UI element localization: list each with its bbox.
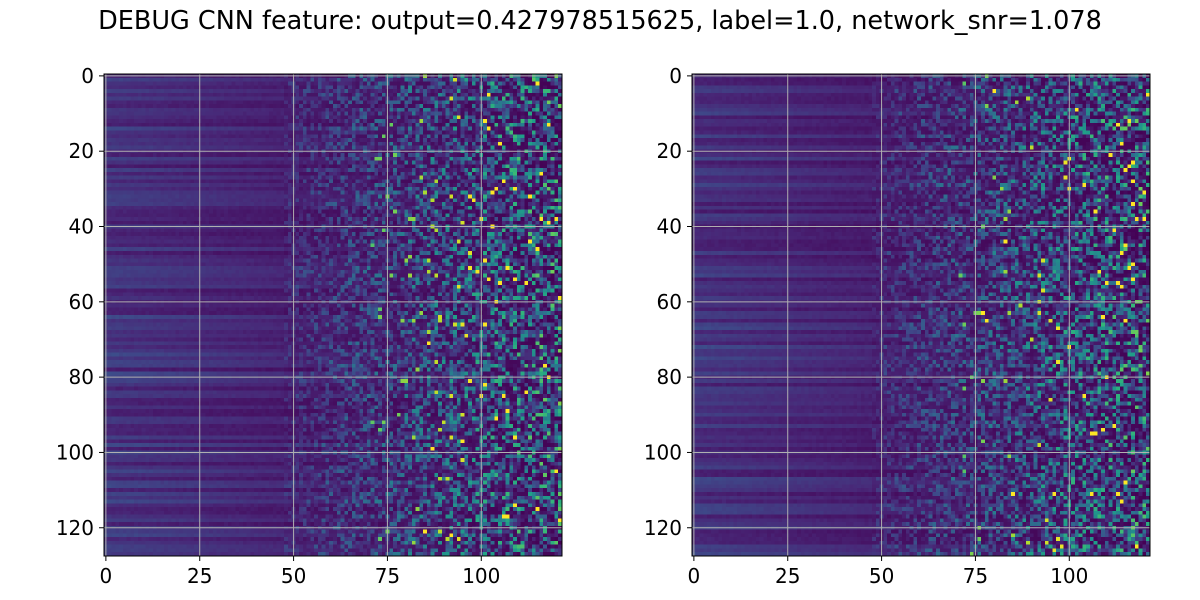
- y-tick-label: 20: [657, 139, 682, 163]
- y-tick-label: 100: [644, 440, 682, 464]
- y-tick-label: 60: [69, 290, 94, 314]
- y-tick-label: 60: [657, 290, 682, 314]
- x-tick-label: 75: [375, 564, 400, 588]
- x-tick-label: 50: [869, 564, 894, 588]
- axes-frame: [103, 73, 563, 557]
- y-tick-label: 0: [669, 64, 682, 88]
- x-tick-label: 50: [281, 564, 306, 588]
- y-tick-label: 80: [657, 365, 682, 389]
- y-tick-label: 40: [657, 215, 682, 239]
- x-tick-label: 25: [775, 564, 800, 588]
- heatmap-image: [104, 74, 562, 556]
- x-tick-label: 100: [1050, 564, 1088, 588]
- figure-title: DEBUG CNN feature: output=0.427978515625…: [98, 6, 1102, 36]
- heatmap-panel-2: 0 25 50 75 100 0 20 40 60 80 100 120: [644, 64, 1151, 588]
- y-tick-label: 0: [81, 64, 94, 88]
- axes-frame: [691, 73, 1151, 557]
- x-tick-label: 100: [462, 564, 500, 588]
- y-tick-label: 120: [56, 516, 94, 540]
- heatmap-image: [692, 74, 1150, 556]
- y-tick-label: 100: [56, 440, 94, 464]
- y-tick-label: 120: [644, 516, 682, 540]
- x-tick-label: 75: [963, 564, 988, 588]
- y-tick-label: 20: [69, 139, 94, 163]
- y-tick-label: 40: [69, 215, 94, 239]
- y-tick-label: 80: [69, 365, 94, 389]
- heatmap-panel-1: 0 25 50 75 100 0 20 40 60 80 100 120: [56, 64, 563, 588]
- x-tick-label: 0: [688, 564, 701, 588]
- x-tick-label: 25: [187, 564, 212, 588]
- x-tick-label: 0: [100, 564, 113, 588]
